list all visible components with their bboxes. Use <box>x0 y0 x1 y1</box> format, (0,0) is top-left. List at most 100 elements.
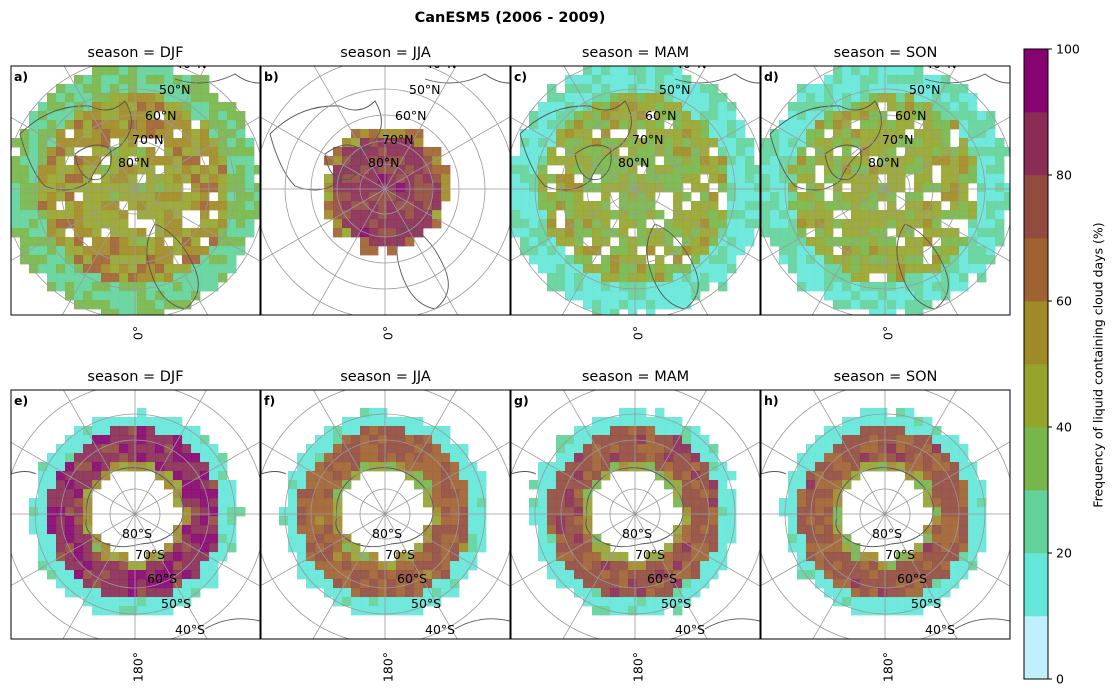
data-cell <box>646 129 656 139</box>
data-cell <box>164 480 174 490</box>
data-cell <box>101 111 111 121</box>
data-cell <box>351 228 361 238</box>
data-cell <box>592 561 602 571</box>
data-cell <box>236 219 246 229</box>
coastline <box>74 144 112 181</box>
data-cell <box>556 570 566 580</box>
data-cell <box>56 129 66 139</box>
data-cell <box>851 66 861 76</box>
data-cell <box>74 588 84 598</box>
data-cell <box>65 174 75 184</box>
data-cell <box>191 111 201 121</box>
panel-title: season = SON <box>834 369 938 385</box>
data-cell <box>968 561 978 571</box>
data-cell <box>65 462 75 472</box>
data-cell <box>646 444 656 454</box>
data-cell <box>547 219 557 229</box>
data-cell <box>101 597 111 607</box>
data-cell <box>146 75 156 85</box>
data-cell <box>923 417 933 427</box>
data-cell <box>815 471 825 481</box>
data-cell <box>700 147 710 157</box>
data-cell <box>950 516 960 526</box>
data-cell <box>360 246 370 256</box>
data-cell <box>610 93 620 103</box>
data-cell <box>110 102 120 112</box>
data-cell <box>583 138 593 148</box>
data-cell <box>405 435 415 445</box>
data-cell <box>20 246 30 256</box>
data-cell <box>869 147 879 157</box>
data-cell <box>441 192 451 202</box>
figure-title: CanESM5 (2006 - 2009) <box>415 10 606 26</box>
data-cell <box>315 480 325 490</box>
data-cell <box>941 156 951 166</box>
data-cell <box>209 219 219 229</box>
data-cell <box>682 246 692 256</box>
data-cell <box>914 84 924 94</box>
data-cell <box>324 507 334 517</box>
data-cell <box>833 201 843 211</box>
data-cell <box>986 210 996 220</box>
data-cell <box>628 120 638 130</box>
data-cell <box>369 156 379 166</box>
data-cell <box>20 192 30 202</box>
data-cell <box>315 516 325 526</box>
data-cell <box>718 264 728 274</box>
data-cell <box>619 156 629 166</box>
data-cell <box>736 174 746 184</box>
data-cell <box>727 516 737 526</box>
data-cell <box>227 237 237 247</box>
data-cell <box>56 147 66 157</box>
data-cell <box>101 246 111 256</box>
data-cell <box>38 183 48 193</box>
data-cell <box>664 75 674 85</box>
data-cell <box>950 111 960 121</box>
data-cell <box>815 543 825 553</box>
data-cell <box>959 561 969 571</box>
data-cell <box>709 129 719 139</box>
data-cell <box>306 471 316 481</box>
data-cell <box>47 282 57 292</box>
data-cell <box>977 120 987 130</box>
data-cell <box>173 561 183 571</box>
data-cell <box>664 174 674 184</box>
data-cell <box>691 183 701 193</box>
data-cell <box>556 201 566 211</box>
data-cell <box>351 543 361 553</box>
data-cell <box>324 534 334 544</box>
data-cell <box>806 138 816 148</box>
data-cell <box>110 462 120 472</box>
data-cell <box>101 300 111 310</box>
data-cell <box>968 174 978 184</box>
coastline <box>824 144 862 181</box>
data-cell <box>842 93 852 103</box>
data-cell <box>851 417 861 427</box>
data-cell <box>83 111 93 121</box>
colorbar-segment <box>1024 427 1048 491</box>
data-cell <box>119 156 129 166</box>
data-cell <box>56 219 66 229</box>
data-cell <box>209 453 219 463</box>
data-cell <box>833 129 843 139</box>
data-cell <box>878 282 888 292</box>
data-cell <box>851 588 861 598</box>
data-cell <box>538 507 548 517</box>
colorbar: Frequency of liquid containing cloud day… <box>1023 42 1106 687</box>
data-cell <box>896 444 906 454</box>
data-cell <box>565 156 575 166</box>
data-cell <box>556 120 566 130</box>
data-cell <box>529 174 539 184</box>
data-cell <box>664 444 674 454</box>
data-cell <box>101 561 111 571</box>
data-cell <box>38 192 48 202</box>
data-cell <box>860 579 870 589</box>
data-cell <box>315 507 325 517</box>
data-cell <box>110 165 120 175</box>
data-cell <box>556 489 566 499</box>
data-cell <box>38 525 48 535</box>
data-cell <box>673 66 683 76</box>
data-cell <box>986 174 996 184</box>
data-cell <box>47 273 57 283</box>
data-cell <box>218 219 228 229</box>
